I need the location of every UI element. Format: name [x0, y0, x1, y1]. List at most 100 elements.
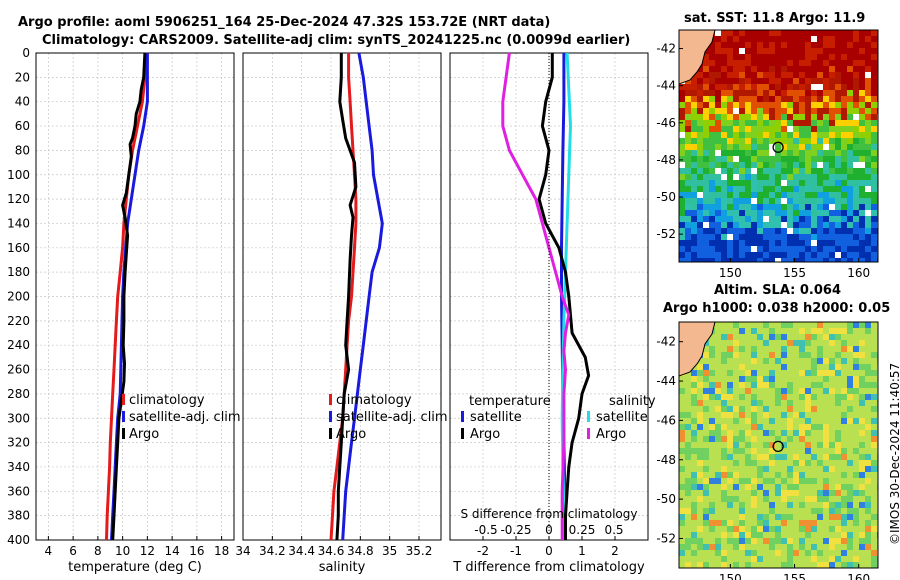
map-cell — [739, 454, 745, 460]
map-cell — [745, 550, 751, 556]
map-cell — [829, 358, 835, 364]
map-cell — [799, 334, 805, 340]
map-cell — [841, 376, 847, 382]
map-cell — [829, 168, 835, 174]
map-cell — [769, 114, 775, 120]
map-cell — [751, 42, 757, 48]
y-tick-label: 380 — [7, 509, 30, 523]
map-cell — [703, 54, 709, 60]
map-cell — [871, 328, 877, 334]
map-cell — [751, 502, 757, 508]
map-cell — [781, 222, 787, 228]
map-cell — [859, 520, 865, 526]
sst-map-title: sat. SST: 11.8 Argo: 11.9 — [684, 11, 866, 26]
map-cell — [727, 102, 733, 108]
map-cell — [751, 108, 757, 114]
map-cell — [835, 430, 841, 436]
map-cell — [691, 258, 697, 262]
map-cell — [721, 496, 727, 502]
map-cell — [835, 544, 841, 550]
map-cell — [781, 54, 787, 60]
map-cell — [697, 210, 703, 216]
map-cell — [739, 466, 745, 472]
map-cell — [757, 234, 763, 240]
map-cell — [721, 544, 727, 550]
map-cell — [715, 258, 721, 262]
map-cell — [721, 240, 727, 246]
map-cell — [709, 538, 715, 544]
map-cell — [721, 514, 727, 520]
map-cell — [733, 520, 739, 526]
map-cell — [697, 550, 703, 556]
map-cell — [697, 358, 703, 364]
map-cell — [745, 418, 751, 424]
map-cell — [733, 430, 739, 436]
map-cell — [787, 406, 793, 412]
map-cell — [859, 198, 865, 204]
map-cell — [847, 502, 853, 508]
map-cell — [829, 54, 835, 60]
map-cell — [811, 502, 817, 508]
map-cell — [733, 406, 739, 412]
map-cell — [817, 448, 823, 454]
map-cell — [853, 258, 859, 262]
map-cell — [745, 186, 751, 192]
map-cell — [781, 430, 787, 436]
map-cell — [847, 84, 853, 90]
map-cell — [787, 186, 793, 192]
map-cell — [829, 96, 835, 102]
map-cell — [769, 150, 775, 156]
map-cell — [745, 150, 751, 156]
map-cell — [805, 394, 811, 400]
map-cell — [769, 252, 775, 258]
map-cell — [775, 30, 781, 36]
map-cell — [823, 156, 829, 162]
map-cell — [835, 42, 841, 48]
map-cell — [847, 234, 853, 240]
map-cell — [775, 454, 781, 460]
map-cell — [751, 216, 757, 222]
map-cell — [781, 204, 787, 210]
map-cell — [739, 376, 745, 382]
map-cell — [775, 490, 781, 496]
map-cell — [715, 388, 721, 394]
map-cell — [835, 246, 841, 252]
map-cell — [853, 352, 859, 358]
map-cell — [835, 216, 841, 222]
map-cell — [757, 520, 763, 526]
map-cell — [817, 412, 823, 418]
map-cell — [829, 174, 835, 180]
map-cell — [721, 334, 727, 340]
map-cell — [841, 186, 847, 192]
map-cell — [739, 42, 745, 48]
map-cell — [739, 204, 745, 210]
map-cell — [871, 162, 877, 168]
map-cell — [703, 108, 709, 114]
map-cell — [733, 400, 739, 406]
x-tick-label: 10 — [115, 544, 130, 558]
map-cell — [769, 144, 775, 150]
map-cell — [871, 90, 877, 96]
map-cell — [703, 538, 709, 544]
map-y-tick-label: -48 — [656, 453, 676, 467]
map-cell — [703, 96, 709, 102]
map-cell — [727, 204, 733, 210]
map-cell — [829, 66, 835, 72]
map-cell — [817, 562, 823, 568]
map-cell — [853, 36, 859, 42]
map-cell — [733, 550, 739, 556]
map-cell — [817, 228, 823, 234]
map-cell — [703, 514, 709, 520]
map-cell — [751, 388, 757, 394]
map-cell — [679, 502, 685, 508]
map-cell — [745, 120, 751, 126]
map-cell — [847, 60, 853, 66]
map-cell — [865, 556, 871, 562]
map-cell — [679, 562, 685, 568]
legend-label: Argo — [596, 427, 626, 442]
map-cell — [751, 538, 757, 544]
map-cell — [721, 156, 727, 162]
map-cell — [745, 132, 751, 138]
map-cell — [847, 520, 853, 526]
map-cell — [829, 346, 835, 352]
